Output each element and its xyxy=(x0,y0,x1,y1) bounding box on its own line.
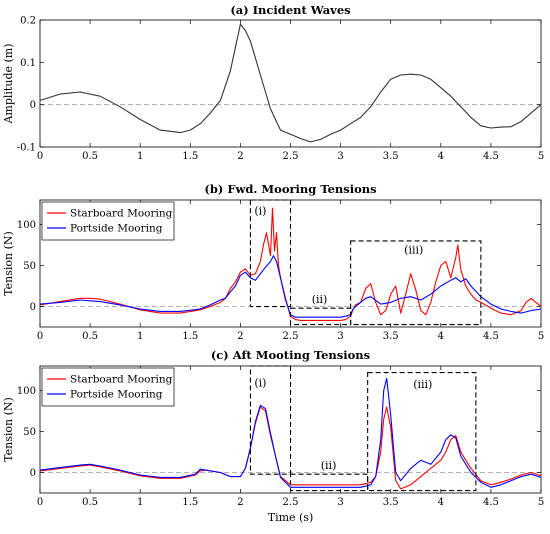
x-tick-label: 0.5 xyxy=(82,151,98,162)
legend-label: Starboard Mooring xyxy=(70,374,173,386)
portside-mooring-line xyxy=(40,377,541,488)
y-axis-label: Tension (N) xyxy=(2,397,15,462)
y-tick-label: 0.1 xyxy=(20,58,36,69)
y-axis-label: Tension (N) xyxy=(2,231,15,296)
y-tick-label: 0 xyxy=(30,468,36,479)
x-tick-label: 3.5 xyxy=(383,497,399,508)
x-tick-label: 3 xyxy=(337,497,343,508)
x-axis-label: Time (s) xyxy=(268,511,314,524)
x-tick-label: 5 xyxy=(538,151,544,162)
x-tick-label: 4.5 xyxy=(483,331,499,342)
x-tick-label: 1 xyxy=(137,497,143,508)
x-tick-label: 4 xyxy=(438,497,444,508)
legend-box xyxy=(41,201,175,241)
y-tick-label: -0.1 xyxy=(17,143,36,154)
annotation-box xyxy=(249,199,292,308)
chart-title: (a) Incident Waves xyxy=(230,3,350,17)
legend: Starboard Mooring Portside Mooring xyxy=(41,201,175,241)
axes-frame xyxy=(39,19,542,148)
x-tick-label: 3 xyxy=(337,151,343,162)
x-tick-label: 0 xyxy=(37,151,43,162)
annotation-label: (i) xyxy=(254,205,266,218)
legend: Starboard Mooring Portside Mooring xyxy=(41,367,175,407)
x-tick-label: 2 xyxy=(237,151,243,162)
x-tick-label: 5 xyxy=(538,497,544,508)
x-tick-label: 3.5 xyxy=(383,151,399,162)
annotation-label: (iii) xyxy=(404,243,423,256)
x-tick-label: 2.5 xyxy=(283,151,299,162)
annotation-label: (iii) xyxy=(413,378,432,391)
series-group xyxy=(40,377,541,490)
x-tick-label: 2.5 xyxy=(283,331,299,342)
starboard-mooring-line xyxy=(40,406,541,490)
legend-label: Portside Mooring xyxy=(70,389,163,401)
panel-1: 0 0.5 1 1.5 2 2.5 3 3.5 4 4.5 5-0.100.10.2(a) Inci… xyxy=(2,3,544,162)
y-tick-label: 0 xyxy=(30,100,36,111)
y-tick-label: 0.2 xyxy=(20,16,36,27)
y-tick-label: 50 xyxy=(23,427,36,438)
series-group xyxy=(40,207,541,321)
annotation-box xyxy=(249,365,292,475)
x-tick-label: 2 xyxy=(237,331,243,342)
x-tick-label: 0 xyxy=(37,497,43,508)
y-tick-label: 50 xyxy=(23,261,36,272)
annotation-box xyxy=(289,473,369,492)
annotation-box xyxy=(367,372,477,492)
y-axis-label: Amplitude (m) xyxy=(2,43,15,124)
x-tick-label: 1.5 xyxy=(182,497,198,508)
x-tick-label: 5 xyxy=(538,331,544,342)
x-tick-label: 4 xyxy=(438,151,444,162)
x-tick-label: 2.5 xyxy=(283,497,299,508)
x-tick-label: 4.5 xyxy=(483,151,499,162)
y-tick-label: 0 xyxy=(30,302,36,313)
legend-label: Portside Mooring xyxy=(70,223,163,235)
x-tick-label: 1 xyxy=(137,151,143,162)
x-tick-label: 3.5 xyxy=(383,331,399,342)
x-tick-label: 3 xyxy=(337,331,343,342)
annotation-label: (ii) xyxy=(312,293,328,306)
legend-box xyxy=(41,367,175,407)
series-group xyxy=(40,23,541,143)
legend-label: Starboard Mooring xyxy=(70,208,173,220)
annotation-label: (ii) xyxy=(321,459,337,472)
series-line xyxy=(40,23,541,143)
annotation-box xyxy=(289,307,352,326)
annotation-box xyxy=(350,240,482,326)
x-tick-label: 1.5 xyxy=(182,151,198,162)
chart-title: (c) Aft Mooting Tensions xyxy=(211,348,370,362)
x-tick-label: 0 xyxy=(37,331,43,342)
x-tick-label: 0.5 xyxy=(82,331,98,342)
x-tick-label: 4.5 xyxy=(483,497,499,508)
chart-title: (b) Fwd. Mooring Tensions xyxy=(204,182,376,196)
x-tick-label: 4 xyxy=(438,331,444,342)
y-tick-label: 100 xyxy=(17,220,36,231)
x-tick-label: 2 xyxy=(237,497,243,508)
x-tick-label: 1.5 xyxy=(182,331,198,342)
portside-mooring-line xyxy=(40,255,541,318)
x-tick-label: 0.5 xyxy=(82,497,98,508)
x-tick-label: 1 xyxy=(137,331,143,342)
annotation-label: (i) xyxy=(254,376,266,389)
y-tick-label: 100 xyxy=(17,386,36,397)
